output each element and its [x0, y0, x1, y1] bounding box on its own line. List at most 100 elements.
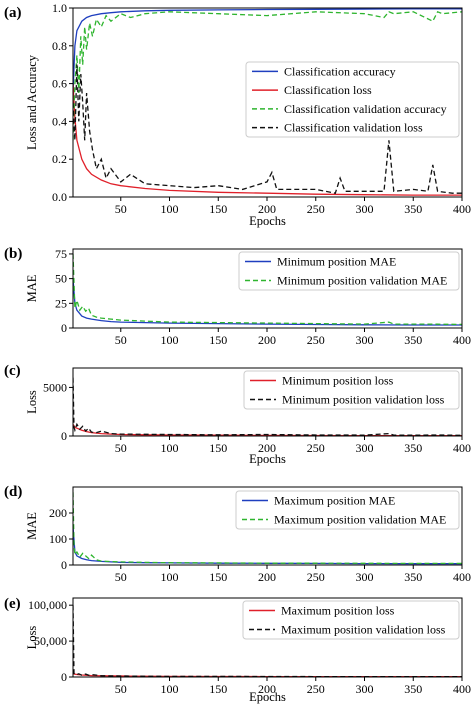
series-line-2 — [73, 605, 462, 677]
chart-panel-3: (c) 50 100 150 200 250 300 350 400 0 5000 Epochs Los… — [4, 363, 471, 466]
x-tick-label: 200 — [258, 202, 276, 216]
y-tick-label: 200 — [49, 506, 67, 520]
y-tick-label: 0.0 — [52, 190, 67, 204]
x-axis-label: Epochs — [249, 690, 286, 704]
chart-panel-2: (b) 50 100 150 200 250 300 350 400 0 25 50 75 MAE Mini… — [4, 246, 471, 347]
x-tick-label: 250 — [307, 682, 325, 696]
y-axis-label: Loss — [25, 626, 39, 650]
x-tick-label: 300 — [356, 202, 374, 216]
series-line-1 — [73, 525, 462, 565]
legend-entry: Minimum position loss — [282, 374, 394, 388]
chart-panel-1: (a) 50 100 150 200 250 300 350 400 0.0 0.2 0.4 0.6 0.… — [4, 1, 471, 228]
y-tick-label: 0.2 — [52, 152, 67, 166]
panel-label: (a) — [4, 5, 22, 21]
y-tick-label: 0.4 — [52, 114, 67, 128]
x-tick-label: 200 — [258, 441, 276, 455]
x-tick-label: 150 — [209, 570, 227, 584]
y-axis-label: MAE — [25, 512, 39, 540]
panel-label: (e) — [4, 596, 21, 612]
x-tick-label: 350 — [404, 682, 422, 696]
legend-entry: Classification validation loss — [284, 121, 423, 135]
y-tick-label: 100,000 — [28, 598, 67, 612]
legend-entry: Maximum position MAE — [274, 494, 395, 508]
x-tick-label: 100 — [161, 202, 179, 216]
x-tick-label: 100 — [161, 682, 179, 696]
legend: Maximum position MAE Maximum position val… — [235, 490, 460, 530]
legend-frame — [238, 251, 460, 291]
series-line-2 — [73, 492, 462, 565]
legend-entry: Minimum position validation MAE — [277, 274, 447, 288]
y-tick-label: 5000 — [43, 380, 67, 394]
x-tick-label: 250 — [307, 570, 325, 584]
x-tick-label: 200 — [258, 570, 276, 584]
y-tick-label: 0.8 — [52, 39, 67, 53]
series-line-1 — [73, 673, 462, 677]
legend: Minimum position MAE Minimum position val… — [238, 251, 460, 291]
x-tick-label: 150 — [209, 333, 227, 347]
y-tick-label: 25 — [55, 296, 67, 310]
panel-label: (b) — [4, 246, 22, 262]
series-line-1 — [73, 8, 462, 94]
series-line-2 — [73, 83, 462, 196]
legend-frame — [243, 370, 460, 410]
x-tick-label: 100 — [161, 441, 179, 455]
x-tick-label: 100 — [161, 570, 179, 584]
legend-entry: Minimum position MAE — [277, 255, 396, 269]
series-line-2 — [73, 377, 462, 436]
y-tick-label: 50 — [55, 272, 67, 286]
x-tick-label: 50 — [115, 202, 127, 216]
x-axis-label: Epochs — [249, 214, 286, 228]
legend: Maximum position loss Maximum position va… — [242, 600, 460, 640]
legend-entry: Classification loss — [284, 83, 372, 97]
y-tick-label: 0.6 — [52, 77, 67, 91]
x-tick-label: 100 — [161, 333, 179, 347]
x-tick-label: 350 — [404, 333, 422, 347]
x-tick-label: 400 — [453, 441, 471, 455]
legend-entry: Maximum position validation loss — [281, 623, 446, 637]
x-tick-label: 300 — [356, 333, 374, 347]
y-axis-label: Loss — [25, 390, 39, 414]
x-axis-label: Epochs — [249, 452, 286, 466]
series-line-1 — [73, 278, 462, 326]
x-tick-label: 250 — [307, 333, 325, 347]
x-tick-label: 350 — [404, 202, 422, 216]
legend: Minimum position loss Minimum position va… — [243, 370, 460, 410]
legend: Classification accuracy Classification lo… — [245, 61, 460, 138]
legend-frame — [245, 61, 460, 138]
legend-frame — [242, 600, 460, 640]
x-tick-label: 400 — [453, 333, 471, 347]
legend-entry: Maximum position validation MAE — [274, 513, 446, 527]
x-tick-label: 400 — [453, 682, 471, 696]
x-tick-label: 200 — [258, 333, 276, 347]
x-tick-label: 250 — [307, 202, 325, 216]
x-tick-label: 400 — [453, 202, 471, 216]
y-tick-label: 75 — [55, 247, 67, 261]
panel-label: (d) — [4, 484, 22, 500]
series-line-2 — [73, 253, 462, 326]
legend-entry: Maximum position loss — [281, 604, 395, 618]
x-tick-label: 250 — [307, 441, 325, 455]
y-axis-label: Loss and Accuracy — [25, 54, 39, 150]
chart-panel-4: (d) 50 100 150 200 250 300 350 400 0 100 200 MAE Maxi… — [4, 484, 471, 584]
y-tick-label: 0 — [61, 670, 67, 684]
x-tick-label: 300 — [356, 570, 374, 584]
legend-entry: Classification validation accuracy — [284, 102, 447, 116]
y-tick-label: 0 — [61, 321, 67, 335]
y-tick-label: 1.0 — [52, 1, 67, 15]
x-tick-label: 150 — [209, 202, 227, 216]
x-tick-label: 150 — [209, 441, 227, 455]
y-tick-label: 50,000 — [34, 634, 67, 648]
y-tick-label: 0 — [61, 429, 67, 443]
y-axis-label: MAE — [25, 274, 39, 302]
x-tick-label: 50 — [115, 441, 127, 455]
x-tick-label: 350 — [404, 570, 422, 584]
x-tick-label: 400 — [453, 570, 471, 584]
legend-frame — [235, 490, 460, 530]
x-tick-label: 300 — [356, 441, 374, 455]
x-tick-label: 300 — [356, 682, 374, 696]
series-line-3 — [73, 10, 462, 141]
x-tick-label: 350 — [404, 441, 422, 455]
legend-entry: Classification accuracy — [284, 64, 396, 78]
x-tick-label: 50 — [115, 682, 127, 696]
